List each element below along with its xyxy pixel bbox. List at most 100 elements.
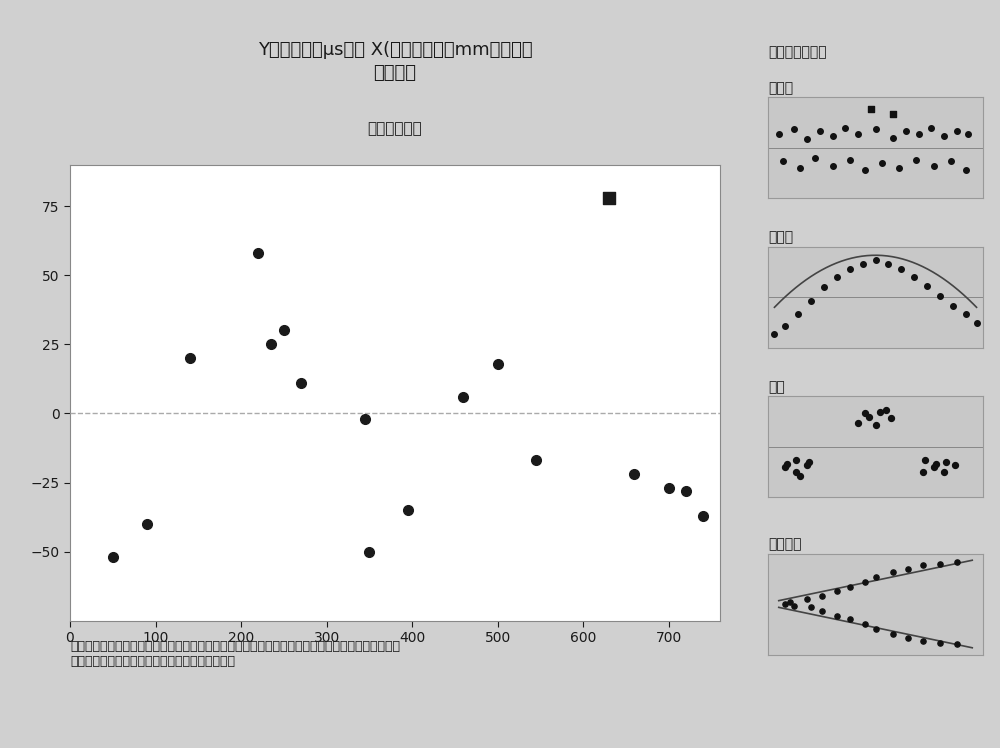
Point xyxy=(868,419,884,431)
Point xyxy=(880,257,896,270)
Point xyxy=(626,468,642,480)
Point xyxy=(803,295,819,307)
Point xyxy=(857,618,873,630)
Point xyxy=(792,162,808,174)
Point xyxy=(885,628,901,640)
Point xyxy=(868,254,884,266)
Point xyxy=(932,289,948,301)
Point xyxy=(926,461,942,473)
Point xyxy=(945,300,961,312)
Text: 查找以下模式：: 查找以下模式： xyxy=(768,45,827,59)
Point xyxy=(949,556,965,568)
Point xyxy=(799,459,815,471)
Text: 不等变异: 不等变异 xyxy=(768,537,802,551)
Point xyxy=(932,558,948,570)
Point xyxy=(938,456,954,468)
Point xyxy=(878,404,894,416)
Point xyxy=(786,123,802,135)
Point xyxy=(891,162,907,174)
Point xyxy=(799,133,815,145)
Point xyxy=(824,160,840,172)
Point xyxy=(928,458,944,470)
Point xyxy=(885,108,901,120)
Point xyxy=(829,585,845,597)
Point xyxy=(803,601,819,613)
Point xyxy=(837,121,853,133)
Text: 残差大: 残差大 xyxy=(768,81,793,95)
Point xyxy=(857,407,873,419)
Point xyxy=(139,518,155,530)
Point xyxy=(250,247,266,259)
Point xyxy=(906,272,922,283)
Point xyxy=(357,413,373,425)
Point xyxy=(788,466,804,478)
Text: 找到可以指示回归模型出现问题的模式，如强弯曲或点群。理想情况下，这些点应该随机落在零的两
侧。找出会对拟合线产生较强影响的所有大残差。: 找到可以指示回归模型出现问题的模式，如强弯曲或点群。理想情况下，这些点应该随机落… xyxy=(70,640,400,667)
Point xyxy=(874,157,890,169)
Point xyxy=(816,281,832,293)
Point xyxy=(910,129,926,141)
Point xyxy=(766,328,782,340)
Point xyxy=(919,280,935,292)
Point xyxy=(490,358,506,370)
Point xyxy=(863,103,879,115)
Point xyxy=(943,156,959,168)
Point xyxy=(898,125,914,137)
Point xyxy=(788,455,804,467)
Point xyxy=(777,598,793,610)
Text: 残差与拟合值: 残差与拟合值 xyxy=(368,121,422,136)
Point xyxy=(779,458,795,470)
Point xyxy=(792,470,808,482)
Point xyxy=(829,272,845,283)
Point xyxy=(915,466,931,478)
Point xyxy=(958,164,974,176)
Point xyxy=(857,576,873,588)
Point xyxy=(885,132,901,144)
Point xyxy=(276,325,292,337)
Point xyxy=(661,482,677,494)
Point xyxy=(786,600,802,612)
Point xyxy=(829,610,845,622)
Point xyxy=(861,411,877,423)
Point xyxy=(960,129,976,141)
Point xyxy=(926,160,942,172)
Point xyxy=(936,466,952,478)
Point xyxy=(969,316,985,328)
Point xyxy=(842,613,858,625)
Point xyxy=(790,308,806,320)
Point xyxy=(842,581,858,593)
Point xyxy=(812,125,828,137)
Point xyxy=(528,455,544,467)
Text: 点群: 点群 xyxy=(768,380,785,394)
Point xyxy=(850,129,866,141)
Point xyxy=(857,164,873,176)
Point xyxy=(936,130,952,142)
Point xyxy=(842,153,858,165)
Point xyxy=(908,153,924,165)
Point xyxy=(947,459,963,471)
Text: 强弯曲: 强弯曲 xyxy=(768,230,793,245)
Point xyxy=(923,121,939,133)
Point xyxy=(455,391,471,403)
Point xyxy=(678,485,694,497)
Point xyxy=(814,589,830,601)
Point xyxy=(855,257,871,270)
Point xyxy=(782,596,798,608)
Point xyxy=(400,504,416,516)
Point xyxy=(775,156,791,168)
Point xyxy=(842,263,858,275)
Point xyxy=(293,377,309,389)
Point xyxy=(799,593,815,605)
Point xyxy=(949,125,965,137)
Point xyxy=(885,566,901,578)
Point xyxy=(361,546,377,558)
Text: Y寿命补偿（μs）与 X(厚度偏差）（mm）的回归: Y寿命补偿（μs）与 X(厚度偏差）（mm）的回归 xyxy=(258,41,532,59)
Point xyxy=(850,417,866,429)
Text: 诊断报表: 诊断报表 xyxy=(374,64,416,82)
Point xyxy=(868,623,884,635)
Point xyxy=(807,152,823,164)
Point xyxy=(777,320,793,332)
Point xyxy=(814,604,830,616)
Point xyxy=(695,510,711,522)
Point xyxy=(601,191,617,203)
Point xyxy=(105,551,121,563)
